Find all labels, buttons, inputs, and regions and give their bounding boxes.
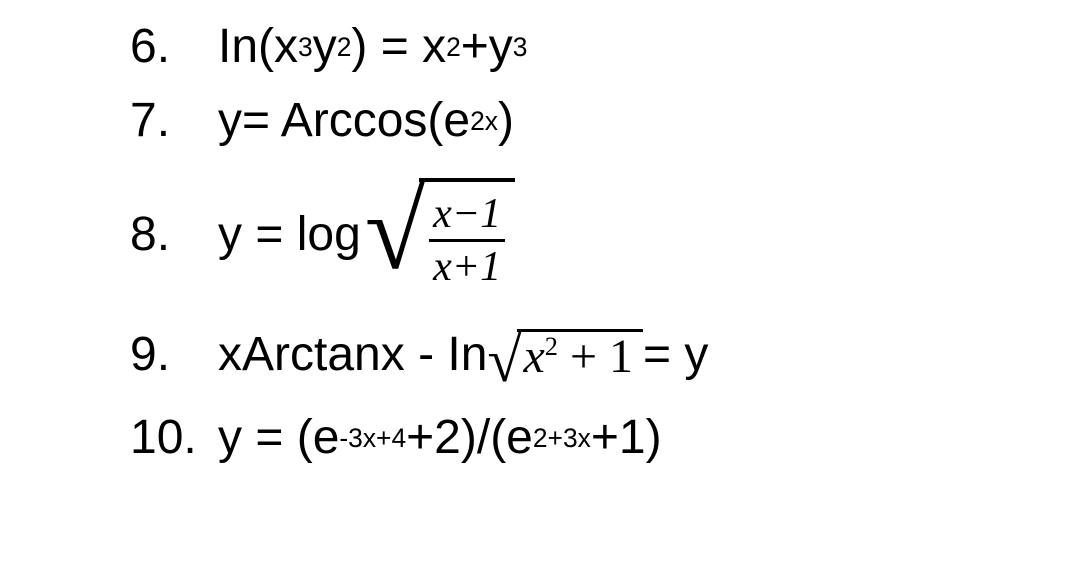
radicand: x2 + 1 <box>517 329 643 381</box>
t: +y <box>461 23 513 71</box>
radicand: x−1 x+1 <box>419 178 515 292</box>
t: y <box>313 23 337 71</box>
t: y = log <box>218 211 361 259</box>
equation: y= Arccos(e2x) <box>218 97 514 145</box>
equation: y = (e-3x+4 +2)/(e2+3x +1) <box>218 414 662 462</box>
equation: xArctanx - In √ x2 + 1 = y <box>218 329 708 381</box>
item-number: 6. <box>130 23 218 71</box>
t: +1) <box>591 414 662 462</box>
sqrt: √ x−1 x+1 <box>365 178 515 292</box>
problem-9: 9. xArctanx - In √ x2 + 1 = y <box>130 312 1000 398</box>
equation: y = log √ x−1 x+1 <box>218 178 515 292</box>
sup: 2 <box>545 331 558 361</box>
t: In(x <box>218 23 298 71</box>
sqrt: √ x2 + 1 <box>487 329 643 381</box>
t: y = (e <box>218 414 339 462</box>
numerator: x−1 <box>429 191 505 239</box>
item-number: 7. <box>130 97 218 145</box>
equation: In(x3y2) = x2 +y3 <box>218 23 527 71</box>
fraction: x−1 x+1 <box>429 191 505 290</box>
t: +2)/(e <box>406 414 533 462</box>
problem-8: 8. y = log √ x−1 x+1 <box>130 158 1000 312</box>
t: ) = x <box>351 23 446 71</box>
radical-sign: √ <box>487 344 521 378</box>
problem-7: 7. y= Arccos(e2x) <box>130 84 1000 158</box>
denominator: x+1 <box>429 239 505 290</box>
item-number: 9. <box>130 331 218 379</box>
t: ) <box>498 97 514 145</box>
item-number: 10. <box>130 414 218 462</box>
problem-10: 10. y = (e-3x+4 +2)/(e2+3x +1) <box>130 398 1000 478</box>
radical-sign: √ <box>365 193 425 270</box>
problem-6: 6. In(x3y2) = x2 +y3 <box>130 10 1000 84</box>
t: = y <box>643 331 708 379</box>
t: xArctanx - In <box>218 331 487 379</box>
t: y= Arccos(e <box>218 97 470 145</box>
math-problem-list: 6. In(x3y2) = x2 +y3 7. y= Arccos(e2x) 8… <box>0 0 1080 478</box>
t: + 1 <box>558 330 633 383</box>
item-number: 8. <box>130 211 218 259</box>
x: x <box>523 330 544 383</box>
